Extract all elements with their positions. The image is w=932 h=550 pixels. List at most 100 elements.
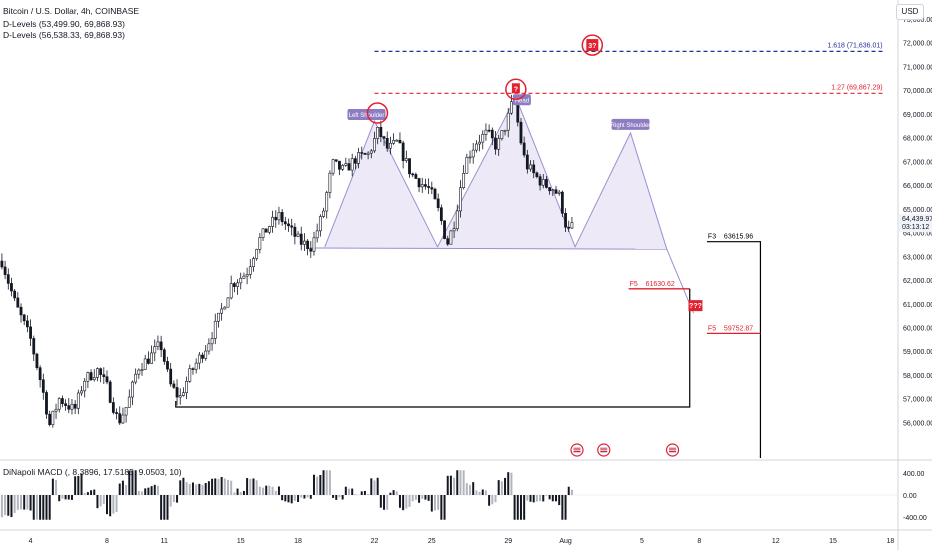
y-tick-label: 66,000.00 [903, 183, 932, 190]
head-question: ? [514, 86, 518, 93]
candle-body [545, 179, 548, 188]
candle-body [411, 173, 415, 176]
candle-body [522, 142, 526, 156]
candle-body [267, 226, 271, 233]
candle-body [548, 187, 552, 192]
candlestick-series [0, 94, 574, 428]
y-tick-label: 72,000.00 [903, 41, 932, 48]
f5-box-outline [175, 288, 691, 408]
candle-body [239, 277, 243, 284]
candle-body [290, 225, 294, 228]
f5-tag: F5 [630, 281, 638, 288]
head-circle [505, 78, 527, 101]
candle-body [344, 163, 348, 166]
event-flag-body [573, 447, 581, 453]
x-tick-label: 25 [428, 538, 436, 545]
candle-body [111, 402, 115, 413]
candle-body [16, 297, 20, 308]
candle-body [220, 308, 224, 314]
left-shoulder-label: Left Shoulder [349, 113, 385, 119]
head-question-bg [511, 83, 520, 94]
candle-body [96, 368, 99, 378]
candle-body [38, 367, 42, 381]
candle-body [519, 121, 523, 144]
candle-body [121, 414, 125, 424]
left-shoulder-label-bg [347, 109, 386, 121]
y-tick-label: 64,000.00 [903, 231, 932, 238]
candle-body [341, 165, 345, 170]
right-shoulder-label-bg [611, 118, 650, 130]
candle-body [108, 381, 112, 403]
candle-body [510, 101, 513, 114]
candle-body [242, 275, 246, 279]
top-question: 3? [588, 43, 596, 50]
candle-body [67, 405, 71, 410]
candle-body [535, 172, 539, 177]
y-tick-label: 56,000.00 [903, 420, 932, 427]
target-question-bg [688, 300, 703, 312]
candle-body [48, 413, 52, 425]
candle-body [102, 374, 106, 378]
candle-body [379, 126, 383, 137]
candle-body [194, 362, 198, 370]
candle-body [261, 228, 265, 238]
y-tick-label: 60,000.00 [903, 325, 932, 332]
candle-body [0, 260, 4, 268]
candle-body [366, 152, 370, 155]
fib-level-label: 1.27 (69,867.29) [831, 84, 882, 91]
candle-body [124, 407, 128, 416]
symbol-title: Bitcoin / U.S. Dollar, 4h, COINBASE [3, 6, 140, 16]
candle-body [271, 216, 274, 227]
macd-indicator-label: DiNapoli MACD (, 8.3896, 17.5185, 9.0503… [3, 467, 182, 477]
candle-body [54, 408, 58, 412]
candle-body [404, 158, 408, 161]
candle-body [159, 341, 163, 351]
candle-body [64, 403, 67, 406]
f3-tag: F3 [708, 234, 716, 241]
macd-histogram [0, 470, 898, 520]
candle-body [29, 326, 32, 339]
candle-body [360, 152, 364, 154]
candle-body [408, 158, 411, 175]
currency-button[interactable]: USD [896, 4, 924, 20]
event-flag-body [669, 447, 677, 453]
candle-body [162, 349, 166, 362]
candle-body [169, 368, 173, 385]
candle-body [369, 150, 373, 154]
x-tick-label: 18 [886, 538, 894, 545]
head-label-bg [512, 94, 531, 106]
candle-body [557, 191, 561, 194]
candle-body [503, 129, 507, 132]
candle-body [137, 369, 141, 375]
y-tick-label: 71,000.00 [903, 64, 932, 71]
candle-body [471, 149, 475, 158]
candle-body [353, 158, 357, 164]
candle-body [166, 361, 169, 370]
f3-level-line [706, 241, 762, 458]
candle-body [560, 191, 564, 214]
candle-body [32, 338, 36, 355]
candle-body [567, 226, 571, 229]
candle-body [283, 221, 287, 225]
candle-body [191, 368, 195, 370]
candle-body [45, 392, 48, 415]
candle-body [35, 353, 39, 369]
candle-body [481, 134, 485, 143]
candle-body [134, 373, 138, 383]
candle-body [51, 410, 55, 425]
right-shoulder-label: Right Shoulder [611, 123, 651, 129]
candle-body [382, 136, 386, 139]
candle-body [223, 306, 227, 310]
candle-body [80, 390, 83, 394]
x-tick-label: 22 [371, 538, 379, 545]
candle-body [140, 369, 144, 371]
candle-body [490, 129, 494, 139]
x-tick-label: 11 [161, 538, 168, 545]
candle-body [73, 403, 77, 409]
candle-body [325, 192, 329, 212]
pattern-fill [309, 97, 667, 250]
candle-body [252, 258, 255, 268]
candle-body [468, 156, 472, 159]
